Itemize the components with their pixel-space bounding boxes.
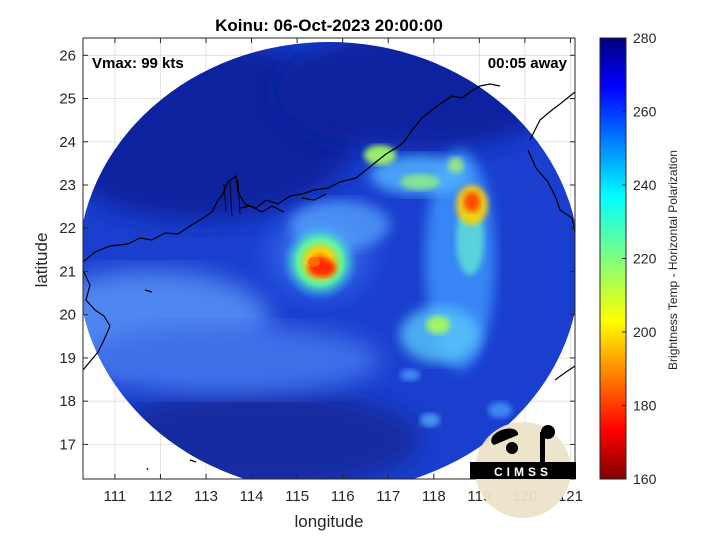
x-tick-label: 114 bbox=[240, 488, 264, 505]
y-tick-label: 18 bbox=[59, 393, 76, 410]
colorbar-tick-label: 200 bbox=[633, 324, 657, 340]
x-tick-label: 118 bbox=[422, 488, 446, 505]
colorbar-tick-label: 240 bbox=[633, 177, 657, 193]
y-tick-label: 26 bbox=[59, 47, 76, 64]
colorbar-tick-label: 160 bbox=[633, 471, 657, 487]
y-tick-label: 24 bbox=[59, 134, 76, 151]
x-axis-title: longitude bbox=[294, 512, 363, 531]
axes-frame bbox=[82, 37, 576, 480]
x-tick-label: 111 bbox=[103, 488, 126, 505]
colorbar-label: Brightness Temp - Horizontal Polarizatio… bbox=[666, 150, 680, 370]
y-tick-label: 23 bbox=[59, 177, 76, 194]
x-tick-label: 117 bbox=[376, 488, 400, 505]
colorbar-tick-label: 260 bbox=[633, 104, 657, 120]
y-tick-label: 20 bbox=[59, 307, 76, 324]
x-tick-label: 116 bbox=[331, 488, 355, 505]
y-axis-title: latitude bbox=[32, 233, 51, 288]
colorbar-tick-label: 180 bbox=[633, 398, 657, 414]
time-offset-annotation: 00:05 away bbox=[488, 55, 568, 72]
brightness-temperature-swath bbox=[83, 42, 575, 479]
y-tick-label: 21 bbox=[59, 263, 76, 280]
y-tick-label: 17 bbox=[59, 436, 76, 453]
chart-title: Koinu: 06-Oct-2023 20:00:00 bbox=[215, 16, 443, 35]
colorbar-tick-label: 280 bbox=[633, 30, 657, 46]
x-tick-label: 115 bbox=[285, 488, 309, 505]
y-tick-label: 19 bbox=[59, 350, 76, 367]
x-tick-label: 113 bbox=[194, 488, 218, 505]
x-tick-label: 112 bbox=[148, 488, 172, 505]
vmax-annotation: Vmax: 99 kts bbox=[92, 55, 184, 72]
coastline bbox=[83, 83, 575, 471]
colorbar-tick-label: 220 bbox=[633, 251, 657, 267]
y-axis: 17 18 19 20 21 22 23 24 25 26 bbox=[59, 47, 575, 453]
y-tick-label: 22 bbox=[59, 220, 76, 237]
cimss-logo: CIMSS bbox=[470, 422, 576, 518]
y-tick-label: 25 bbox=[59, 91, 76, 108]
colorbar bbox=[599, 37, 627, 480]
colorbar-ticks: 160 180 200 220 240 260 280 bbox=[622, 30, 657, 487]
logo-text: CIMSS bbox=[494, 465, 552, 479]
